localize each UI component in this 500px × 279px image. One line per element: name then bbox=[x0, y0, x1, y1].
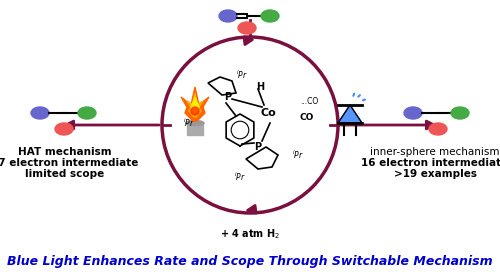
Ellipse shape bbox=[238, 22, 256, 34]
Text: Blue Light Enhances Rate and Scope Through Switchable Mechanism: Blue Light Enhances Rate and Scope Throu… bbox=[7, 255, 493, 268]
Ellipse shape bbox=[219, 10, 237, 22]
Ellipse shape bbox=[451, 107, 469, 119]
Ellipse shape bbox=[31, 107, 49, 119]
Text: >19 examples: >19 examples bbox=[394, 169, 476, 179]
Text: H: H bbox=[256, 82, 264, 92]
Text: $^i$Pr: $^i$Pr bbox=[292, 149, 304, 161]
Polygon shape bbox=[187, 93, 203, 117]
Text: + 4 atm H$_2$: + 4 atm H$_2$ bbox=[220, 227, 280, 241]
Text: P: P bbox=[254, 142, 262, 152]
Text: inner-sphere mechanism: inner-sphere mechanism bbox=[370, 147, 500, 157]
Ellipse shape bbox=[429, 123, 447, 135]
Polygon shape bbox=[191, 97, 199, 113]
Ellipse shape bbox=[55, 123, 73, 135]
Text: Co: Co bbox=[260, 108, 276, 118]
Polygon shape bbox=[338, 105, 362, 123]
Ellipse shape bbox=[191, 107, 199, 115]
Text: P: P bbox=[224, 92, 232, 102]
Text: limited scope: limited scope bbox=[26, 169, 104, 179]
Bar bbox=[187, 123, 203, 135]
Ellipse shape bbox=[261, 10, 279, 22]
Ellipse shape bbox=[78, 107, 96, 119]
Text: CO: CO bbox=[300, 112, 314, 121]
Text: $^i$Pr: $^i$Pr bbox=[236, 69, 248, 81]
Polygon shape bbox=[181, 87, 209, 121]
Text: 17 electron intermediate: 17 electron intermediate bbox=[0, 158, 138, 168]
Ellipse shape bbox=[404, 107, 422, 119]
Text: $^i$Pr: $^i$Pr bbox=[183, 117, 195, 129]
Text: $^i$Pr: $^i$Pr bbox=[234, 171, 246, 183]
Text: HAT mechanism: HAT mechanism bbox=[18, 147, 112, 157]
Ellipse shape bbox=[186, 121, 204, 126]
Text: ...CO: ...CO bbox=[300, 97, 318, 105]
Text: 16 electron intermediate: 16 electron intermediate bbox=[362, 158, 500, 168]
